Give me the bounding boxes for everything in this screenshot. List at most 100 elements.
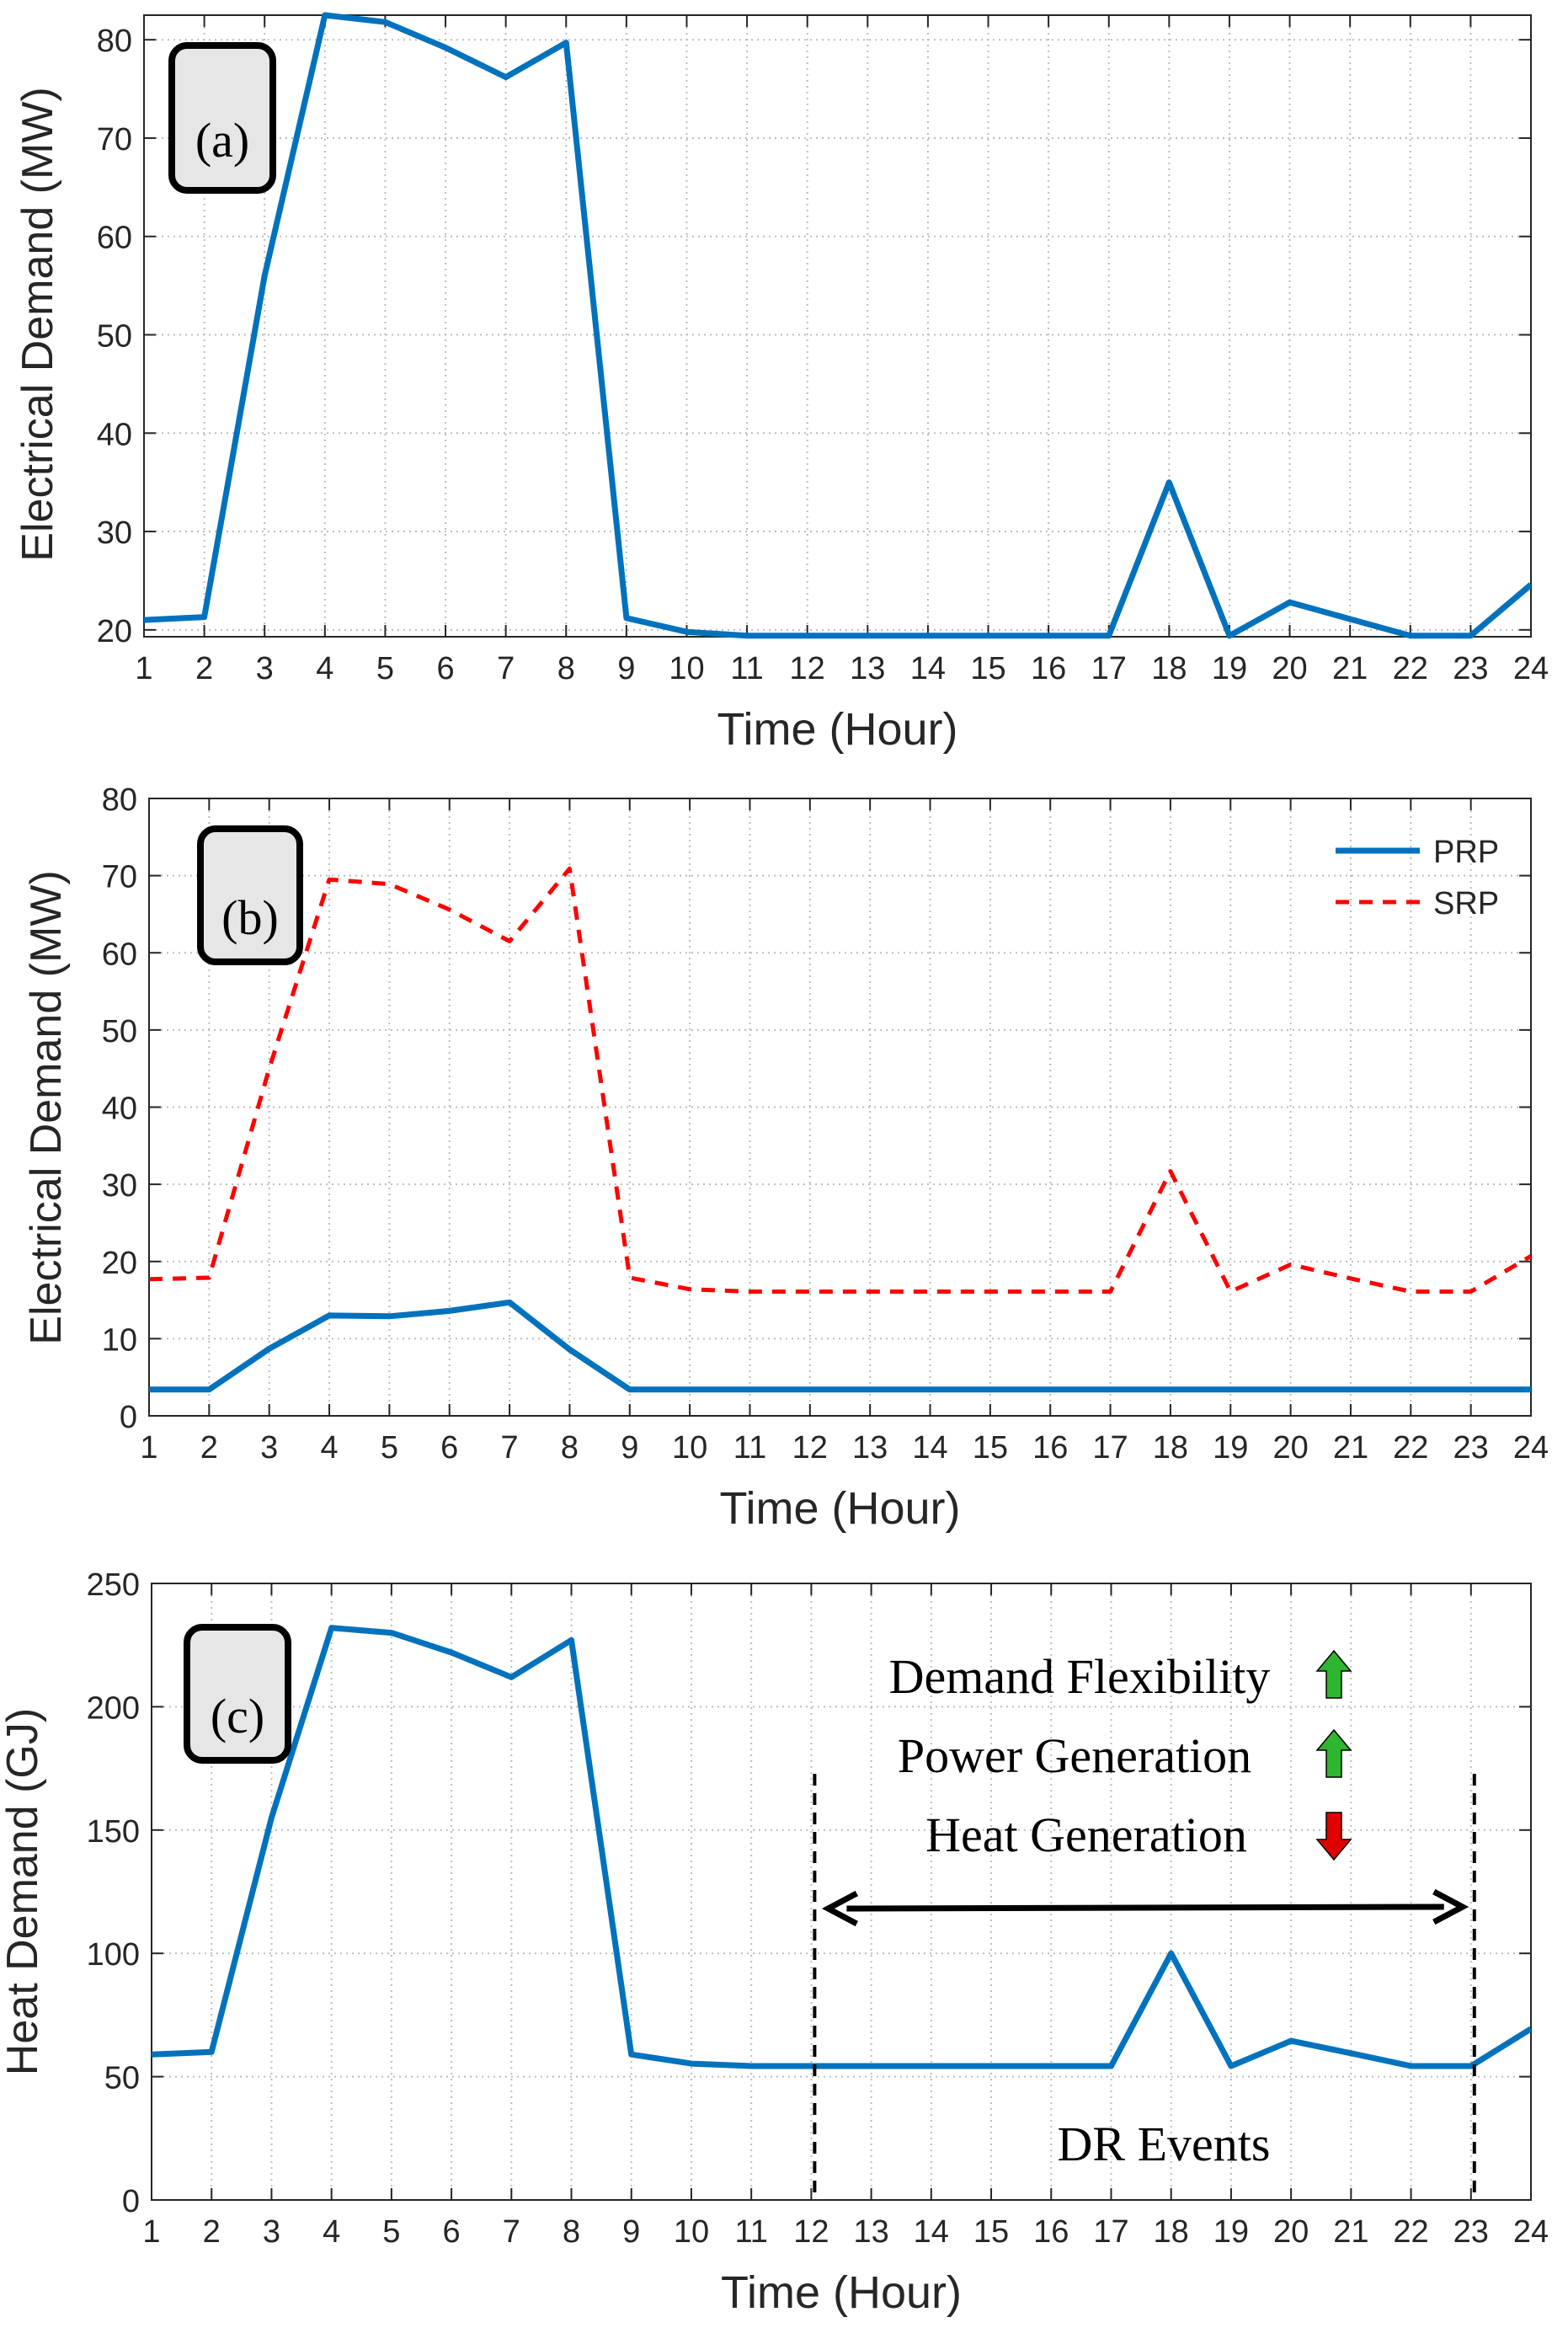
- x-tick-label: 14: [914, 2214, 949, 2250]
- legend-label-prp: PRP: [1433, 835, 1499, 870]
- x-tick-label: 22: [1393, 651, 1428, 686]
- y-tick-label: 80: [102, 782, 137, 818]
- x-tick-label: 24: [1513, 1430, 1549, 1466]
- arrowhead-left-icon: [821, 1890, 859, 1927]
- x-tick-label: 12: [792, 1430, 828, 1466]
- x-tick-label: 4: [323, 2214, 340, 2250]
- y-tick-label: 40: [102, 1092, 137, 1127]
- annotation-text: Demand Flexibility: [889, 1649, 1271, 1704]
- x-tick-label: 6: [436, 651, 454, 686]
- y-tick-label: 70: [102, 860, 137, 895]
- y-tick-label: 0: [122, 2184, 140, 2219]
- dr-events-label: DR Events: [1058, 2117, 1271, 2171]
- x-tick-label: 2: [195, 651, 213, 686]
- x-tick-label: 11: [730, 651, 763, 686]
- x-tick-label: 16: [1033, 2214, 1069, 2250]
- x-tick-label: 15: [970, 651, 1005, 686]
- panel-label: (a): [195, 113, 249, 168]
- x-tick-label: 14: [910, 651, 946, 686]
- x-tick-label: 13: [850, 651, 885, 686]
- x-tick-label: 16: [1031, 651, 1066, 686]
- x-axis-label: Time (Hour): [717, 704, 957, 755]
- prp-series-line: [149, 1299, 1531, 1393]
- prp-series-line: [152, 1625, 1531, 2069]
- x-tick-label: 21: [1332, 651, 1368, 686]
- x-tick-label: 5: [382, 2214, 400, 2250]
- x-tick-label: 18: [1154, 2214, 1189, 2250]
- x-tick-label: 6: [443, 2214, 461, 2250]
- panel-label: (b): [221, 890, 279, 945]
- y-tick-label: 70: [97, 122, 132, 158]
- dr-event-span-arrow: [846, 1904, 1444, 1912]
- x-tick-label: 19: [1213, 1430, 1248, 1466]
- x-tick-label: 23: [1453, 2214, 1489, 2250]
- x-tick-label: 7: [503, 2214, 520, 2250]
- panel-a-chart: 1 2 3 4 5 6 7 8 9 10 11 12 13 14 15 16 17 18 19 20 21 22 23 242…: [13, 12, 1549, 755]
- x-tick-label: 5: [376, 651, 394, 686]
- x-tick-label: 24: [1513, 651, 1549, 686]
- y-axis-label: Electrical Demand (MW): [22, 870, 71, 1344]
- x-axis-label: Time (Hour): [721, 2267, 962, 2318]
- x-tick-label: 23: [1453, 1430, 1489, 1466]
- x-tick-label: 4: [316, 651, 333, 686]
- x-tick-label: 23: [1453, 651, 1488, 686]
- x-tick-label: 6: [440, 1430, 458, 1466]
- panel-label-box: [168, 42, 276, 194]
- x-tick-label: 8: [557, 651, 575, 686]
- grid-lines: [144, 15, 1531, 637]
- legend: PRP SRP: [1336, 835, 1499, 921]
- y-tick-label: 30: [102, 1168, 137, 1204]
- y-tick-label: 150: [87, 1814, 140, 1850]
- x-tick-label: 21: [1333, 1430, 1368, 1466]
- x-tick-label: 21: [1333, 2214, 1368, 2250]
- x-tick-label: 17: [1092, 1430, 1128, 1466]
- panel-c-chart: 1 2 3 4 5 6 7 8 9 10 11 12 13 14 15 16 17 18 19 20 21 22 23 240…: [0, 1567, 1549, 2318]
- x-tick-label: 17: [1093, 2214, 1128, 2250]
- arrow-up-icon: [1315, 1728, 1352, 1778]
- panel-label-box: [184, 1624, 291, 1764]
- x-tick-label: 5: [381, 1430, 398, 1466]
- grid-lines: [152, 1583, 1531, 2200]
- x-tick-label: 1: [135, 651, 152, 686]
- srp-series-line: [149, 866, 1531, 1294]
- arrow-up-icon: [1315, 1649, 1352, 1699]
- x-tick-label: 2: [203, 2214, 221, 2250]
- y-tick-label: 200: [87, 1690, 140, 1726]
- x-tick-label: 18: [1151, 651, 1187, 686]
- panel-b-chart: 1 2 3 4 5 6 7 8 9 10 11 12 13 14 15 16 17 18 19 20 21 22 23 240…: [22, 782, 1549, 1534]
- y-tick-label: 20: [97, 614, 132, 649]
- y-tick-label: 80: [97, 24, 132, 59]
- y-tick-label: 60: [97, 221, 132, 256]
- x-tick-label: 3: [263, 2214, 280, 2250]
- axes-box: [151, 1583, 1532, 2201]
- y-tick-label: 10: [102, 1322, 137, 1358]
- x-tick-label: 2: [200, 1430, 218, 1466]
- y-tick-label: 250: [87, 1567, 140, 1603]
- x-tick-label: 20: [1273, 2214, 1309, 2250]
- x-tick-label: 9: [621, 1430, 638, 1466]
- annotation-text: Heat Generation: [925, 1807, 1247, 1862]
- y-tick-label: 50: [97, 319, 132, 355]
- x-tick-label: 15: [973, 1430, 1008, 1466]
- x-tick-label: 19: [1212, 651, 1247, 686]
- x-tick-label: 9: [617, 651, 635, 686]
- x-tick-label: 8: [561, 1430, 579, 1466]
- x-tick-label: 20: [1272, 1430, 1308, 1466]
- x-tick-label: 3: [256, 651, 274, 686]
- x-tick-label: 22: [1393, 2214, 1428, 2250]
- y-tick-label: 50: [104, 2061, 140, 2096]
- y-axis-label: Electrical Demand (MW): [13, 87, 62, 561]
- x-tick-label: 13: [853, 2214, 888, 2250]
- x-tick-label: 17: [1091, 651, 1127, 686]
- x-tick-label: 7: [497, 651, 515, 686]
- y-tick-label: 0: [120, 1400, 137, 1435]
- legend-label-srp: SRP: [1433, 886, 1499, 921]
- y-tick-label: 40: [97, 417, 132, 452]
- x-tick-label: 18: [1153, 1430, 1188, 1466]
- y-tick-label: 30: [97, 515, 132, 551]
- x-tick-label: 14: [912, 1430, 947, 1466]
- y-tick-label: 20: [102, 1246, 137, 1281]
- x-tick-label: 11: [733, 1430, 766, 1466]
- x-tick-label: 20: [1272, 651, 1307, 686]
